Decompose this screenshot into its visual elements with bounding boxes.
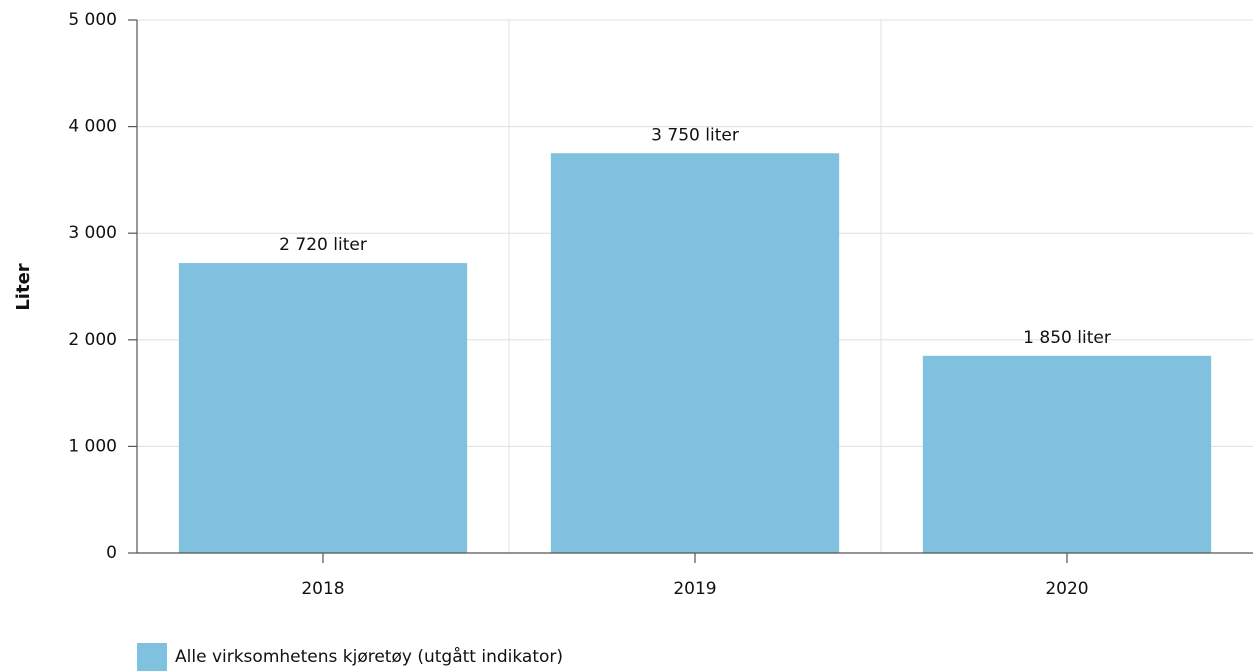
x-tick-label: 2020: [1045, 579, 1088, 599]
y-axis-label: Liter: [13, 263, 34, 310]
bar: [550, 153, 840, 553]
bar: [178, 263, 468, 553]
y-tick-label: 2 000: [68, 330, 117, 350]
data-label: 1 850 liter: [1023, 328, 1111, 348]
y-tick-label: 1 000: [68, 436, 117, 456]
y-tick-label: 3 000: [68, 223, 117, 243]
y-tick-label: 5 000: [68, 10, 117, 30]
x-tick-label: 2018: [301, 579, 344, 599]
x-tick-label: 2019: [673, 579, 716, 599]
bar: [922, 355, 1212, 553]
y-tick-label: 0: [106, 543, 117, 563]
data-label: 3 750 liter: [651, 125, 739, 145]
legend-swatch: [137, 643, 167, 671]
data-label: 2 720 liter: [279, 235, 367, 255]
legend-label: Alle virksomhetens kjøretøy (utgått indi…: [175, 646, 563, 667]
y-tick-label: 4 000: [68, 117, 117, 137]
